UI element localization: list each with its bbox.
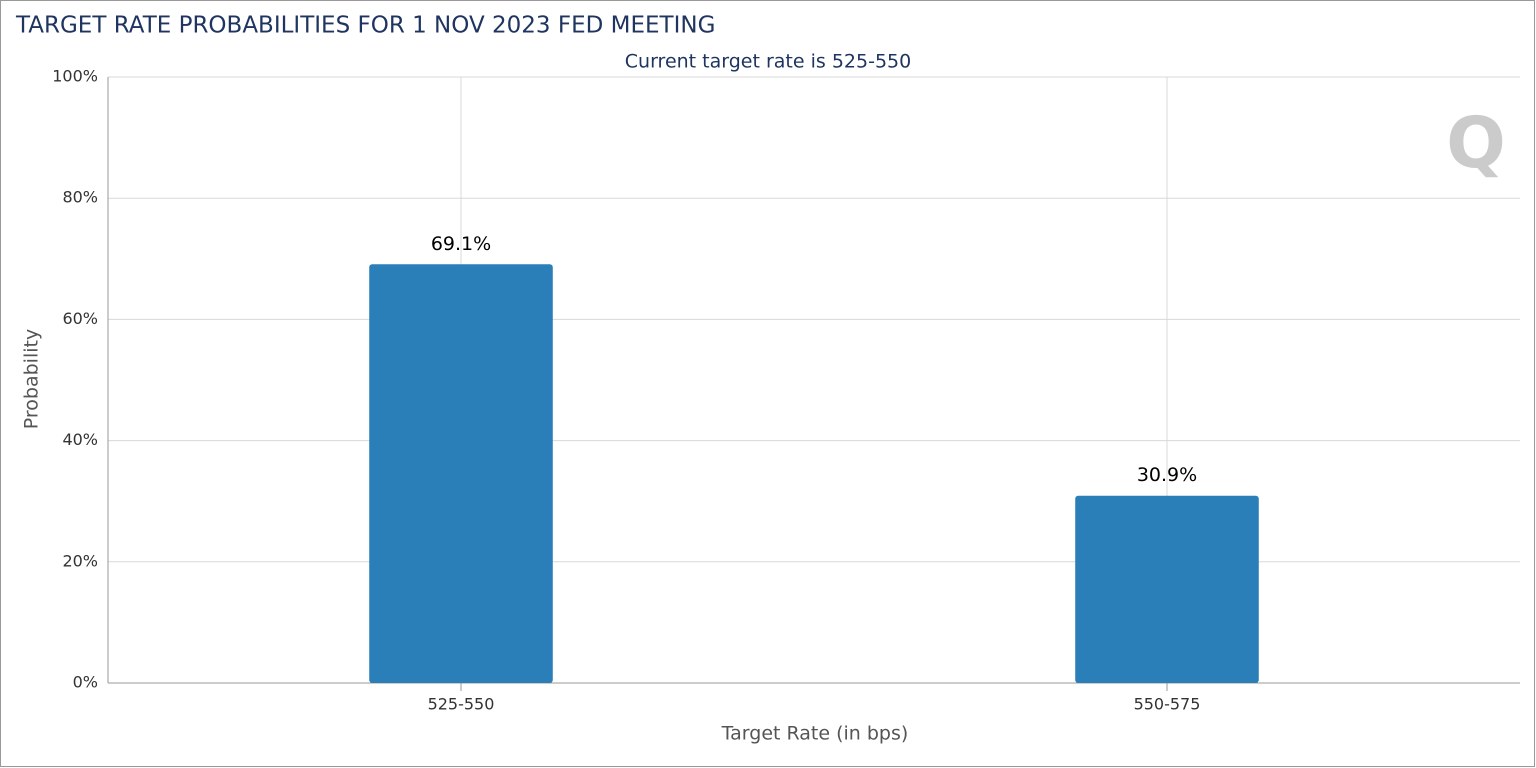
y-tick-label: 60%	[62, 309, 98, 328]
y-tick-label: 80%	[62, 188, 98, 207]
y-tick-label: 100%	[52, 67, 98, 86]
x-axis-label: Target Rate (in bps)	[721, 723, 909, 745]
x-tick-label: 550-575	[1134, 695, 1201, 714]
y-tick-label: 40%	[62, 430, 98, 449]
chart-subtitle: Current target rate is 525-550	[625, 51, 911, 73]
y-axis-label: Probability	[21, 329, 43, 429]
data-label: 30.9%	[1137, 464, 1197, 486]
bar	[369, 264, 553, 683]
chart-title: TARGET RATE PROBABILITIES FOR 1 NOV 2023…	[15, 13, 715, 39]
bar	[1075, 495, 1259, 683]
y-tick-label: 20%	[62, 551, 98, 570]
data-label: 69.1%	[431, 233, 491, 255]
svg-text:Q: Q	[1446, 102, 1506, 184]
y-tick-label: 0%	[73, 673, 98, 692]
x-tick-label: 525-550	[428, 695, 495, 714]
watermark: Q	[1446, 102, 1506, 184]
